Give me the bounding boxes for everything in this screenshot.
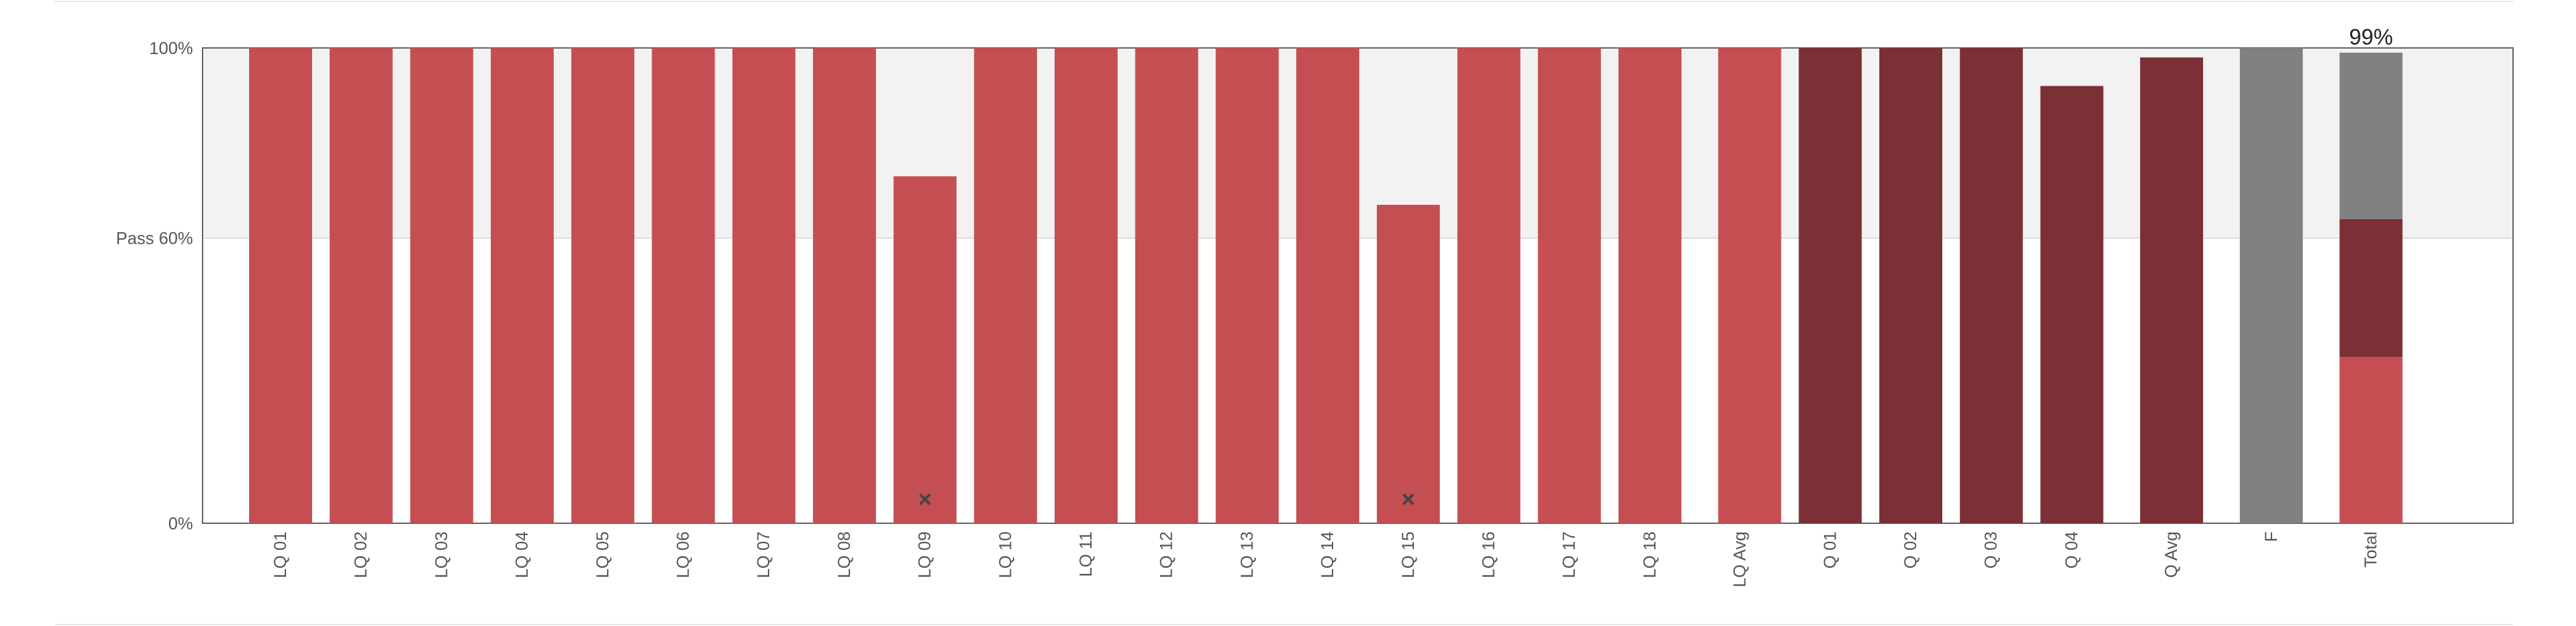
bar xyxy=(2040,86,2104,523)
x-tick-label: Q Avg xyxy=(2162,531,2181,578)
bar xyxy=(329,48,393,523)
bar xyxy=(1959,48,2023,523)
bar xyxy=(1215,48,1279,523)
bar xyxy=(1135,48,1198,523)
y-tick-label: 0% xyxy=(168,514,193,534)
bar xyxy=(812,48,876,523)
x-tick-label: LQ 13 xyxy=(1237,531,1257,578)
bar-segment-q xyxy=(2339,218,2403,358)
bar xyxy=(2140,57,2204,523)
bar xyxy=(1618,48,1682,523)
bar-group: 99% xyxy=(249,25,2403,523)
x-tick-label: LQ 04 xyxy=(513,531,532,578)
x-tick-label: LQ 17 xyxy=(1560,531,1579,578)
y-tick-label: Pass 60% xyxy=(116,229,193,249)
x-tick-label: LQ Avg xyxy=(1731,531,1750,588)
x-tick-label: Q 01 xyxy=(1820,531,1840,568)
x-tick-label: LQ 09 xyxy=(916,531,935,578)
x-tick-label: LQ 08 xyxy=(835,531,854,578)
bar xyxy=(1055,48,1118,523)
x-tick-label: LQ 10 xyxy=(996,531,1015,578)
bar xyxy=(491,48,554,523)
bar xyxy=(1718,48,1781,523)
x-tick-label: LQ 11 xyxy=(1077,531,1096,577)
bar xyxy=(1457,48,1521,523)
total-annotation: 99% xyxy=(2349,25,2393,49)
x-tick-label: Q 03 xyxy=(1982,531,2001,568)
x-tick-label: LQ 02 xyxy=(352,531,371,578)
bar xyxy=(1538,48,1601,523)
bar-segment-f xyxy=(2339,52,2403,219)
x-tick-label: LQ 12 xyxy=(1157,531,1176,578)
x-axis: LQ 01 LQ 02 LQ 03 LQ 04 LQ 05 LQ 06 LQ 07 LQ 08… xyxy=(271,531,2381,588)
bar xyxy=(652,48,715,523)
x-tick-label: LQ 05 xyxy=(593,531,613,578)
bar xyxy=(1296,48,1360,523)
x-tick-label: Total xyxy=(2362,531,2381,568)
x-tick-label: LQ 06 xyxy=(674,531,693,578)
y-axis: 0% Pass 60% 100% xyxy=(116,39,193,534)
x-tick-label: LQ 16 xyxy=(1480,531,1499,578)
x-tick-label: Q 02 xyxy=(1901,531,1920,568)
bar xyxy=(1799,48,1862,523)
bar xyxy=(2239,48,2303,523)
x-tick-label: LQ 03 xyxy=(432,531,451,578)
x-tick-label: LQ 01 xyxy=(271,531,290,578)
bar xyxy=(732,48,796,523)
bar xyxy=(410,48,474,523)
bar xyxy=(1879,48,1942,523)
bar-segment-lq xyxy=(2339,357,2403,523)
bar xyxy=(1376,205,1440,523)
x-tick-label: Q 04 xyxy=(2062,531,2081,568)
x-tick-label: LQ 15 xyxy=(1399,531,1418,578)
x-marker-icon xyxy=(1402,494,1414,505)
x-tick-label: LQ 18 xyxy=(1640,531,1660,578)
bar xyxy=(249,48,312,523)
x-tick-label: F xyxy=(2262,531,2281,542)
bar xyxy=(974,48,1038,523)
x-tick-label: LQ 07 xyxy=(754,531,773,578)
bar xyxy=(571,48,634,523)
y-tick-label: 100% xyxy=(149,39,193,58)
bar xyxy=(893,176,957,523)
x-marker-icon xyxy=(919,494,931,505)
x-tick-label: LQ 14 xyxy=(1318,531,1337,578)
